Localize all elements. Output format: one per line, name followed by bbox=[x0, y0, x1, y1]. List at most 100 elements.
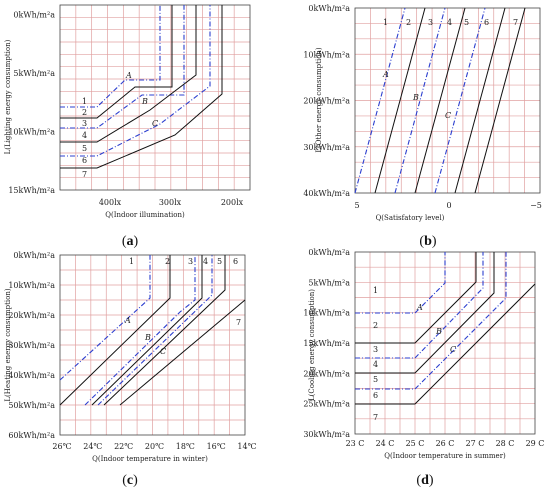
curve-number-label: 7 bbox=[236, 318, 241, 327]
curve-number-label: 1 bbox=[129, 257, 134, 266]
curve-number-label: 3 bbox=[373, 345, 378, 354]
panel-paren-close: ) bbox=[432, 234, 437, 249]
panel-letter: b bbox=[424, 234, 432, 249]
x-tick-label: 26℃ bbox=[52, 442, 71, 451]
curve-6 bbox=[103, 255, 226, 406]
panel-label-d: (d) bbox=[416, 473, 433, 488]
x-axis-title: Q(Indoor temperature in winter) bbox=[92, 455, 208, 463]
x-tick-label: 20℃ bbox=[145, 442, 164, 451]
curve-letter-label: C bbox=[160, 347, 166, 356]
curve-letter-label: B bbox=[141, 97, 148, 106]
x-tick-label: 16℃ bbox=[207, 442, 226, 451]
curve-number-label: 6 bbox=[82, 156, 87, 165]
plot-frame bbox=[59, 4, 251, 191]
curve-letter-label: A bbox=[382, 70, 389, 79]
x-tick-label: 28 C bbox=[496, 439, 515, 448]
curve-number-label: 4 bbox=[82, 131, 87, 140]
curve-1 bbox=[354, 7, 406, 194]
curve-6 bbox=[355, 283, 536, 405]
curve-number-label: 7 bbox=[373, 413, 378, 422]
curve-letter-label: B bbox=[412, 93, 419, 102]
curve-number-label: 3 bbox=[188, 257, 193, 266]
y-tick-label: 20kWh/m²a bbox=[303, 369, 350, 378]
curve-number-label: 5 bbox=[82, 144, 87, 153]
curve-5 bbox=[60, 5, 211, 157]
y-axis-title: L(Other energy consumption) bbox=[315, 47, 323, 153]
curve-number-label: 6 bbox=[373, 391, 378, 400]
curve-number-label: 5 bbox=[464, 18, 469, 27]
curve-number-label: 2 bbox=[165, 257, 170, 266]
y-tick-label: 10kWh/m²a bbox=[303, 50, 350, 59]
curve-number-label: 2 bbox=[373, 321, 378, 330]
curve-2 bbox=[374, 7, 426, 194]
y-tick-label: 20kWh/m²a bbox=[303, 97, 350, 106]
curve-number-label: 1 bbox=[82, 97, 87, 106]
curve-number-label: 2 bbox=[82, 108, 87, 117]
y-tick-label: 0kWh/m²a bbox=[13, 11, 55, 20]
x-tick-label: 0 bbox=[446, 201, 451, 210]
x-tick-label: −5 bbox=[530, 201, 542, 210]
x-tick-label: 29 C bbox=[526, 439, 545, 448]
curve-4 bbox=[414, 7, 466, 194]
x-tick-label: 27 C bbox=[466, 439, 485, 448]
curve-number-label: 3 bbox=[428, 18, 433, 27]
y-tick-label: 10kWh/m²a bbox=[8, 281, 55, 290]
y-axis-title: L(Heating energy consumption) bbox=[4, 288, 12, 402]
curve-letter-label: A bbox=[125, 71, 132, 80]
x-tick-label: 300lx bbox=[159, 198, 182, 207]
panel-paren-close: ) bbox=[429, 473, 434, 488]
x-tick-label: 24 C bbox=[376, 439, 395, 448]
curve-letter-label: B bbox=[144, 333, 151, 342]
x-axis-title: Q(Satisfatory level) bbox=[376, 214, 445, 222]
curve-6 bbox=[454, 7, 506, 194]
y-tick-label: 40kWh/m²a bbox=[303, 189, 350, 198]
panel-letter: d bbox=[421, 473, 429, 488]
x-tick-label: 400lx bbox=[99, 198, 122, 207]
panel-paren-open: ( bbox=[419, 234, 424, 249]
panel-label-b: (b) bbox=[419, 234, 436, 249]
y-tick-label: 50kWh/m²a bbox=[8, 401, 55, 410]
curve-number-label: 4 bbox=[373, 360, 378, 369]
y-tick-label: 15kWh/m²a bbox=[303, 339, 350, 348]
curve-letter-label: C bbox=[450, 345, 456, 354]
curve-number-label: 4 bbox=[447, 18, 452, 27]
y-tick-label: 0kWh/m²a bbox=[308, 4, 350, 13]
curve-1 bbox=[59, 255, 151, 381]
curve-number-label: 5 bbox=[217, 257, 222, 266]
panel-paren-open: ( bbox=[122, 234, 127, 249]
y-axis-title: L(Cooling energy consumption) bbox=[308, 289, 316, 401]
curve-4 bbox=[91, 255, 203, 406]
y-tick-label: 15kWh/m²a bbox=[8, 186, 55, 195]
y-tick-label: 10kWh/m²a bbox=[303, 309, 350, 318]
curve-letter-label: A bbox=[124, 316, 131, 325]
x-tick-label: 5 bbox=[354, 201, 359, 210]
curve-number-label: 4 bbox=[203, 257, 208, 266]
x-tick-label: 14℃ bbox=[237, 442, 256, 451]
y-tick-label: 30kWh/m²a bbox=[303, 143, 350, 152]
panel-paren-close: ) bbox=[133, 473, 138, 488]
curve-number-label: 1 bbox=[373, 286, 378, 295]
panel-b-grid bbox=[354, 7, 541, 194]
curve-2 bbox=[355, 252, 477, 344]
curve-letter-label: B bbox=[435, 327, 442, 336]
curve-1 bbox=[355, 252, 446, 314]
y-tick-label: 40kWh/m²a bbox=[8, 371, 55, 380]
y-axis-title: L(Lighting energy consumption) bbox=[4, 39, 12, 154]
x-tick-label: 23 C bbox=[346, 439, 365, 448]
curve-number-label: 5 bbox=[373, 375, 378, 384]
x-tick-label: 24℃ bbox=[83, 442, 102, 451]
panel-a-grid bbox=[59, 4, 251, 191]
x-tick-label: 22℃ bbox=[114, 442, 133, 451]
curve-5 bbox=[434, 7, 486, 194]
x-tick-label: 26 C bbox=[436, 439, 455, 448]
curve-letter-label: C bbox=[152, 119, 158, 128]
curve-number-label: 7 bbox=[82, 170, 87, 179]
curve-letter-label: A bbox=[416, 303, 423, 312]
curve-2 bbox=[59, 255, 171, 406]
panel-letter: a bbox=[127, 234, 134, 249]
y-tick-label: 0kWh/m²a bbox=[308, 248, 350, 257]
panel-letter: c bbox=[127, 473, 133, 488]
curve-5 bbox=[355, 252, 507, 390]
x-tick-label: 25 C bbox=[406, 439, 425, 448]
